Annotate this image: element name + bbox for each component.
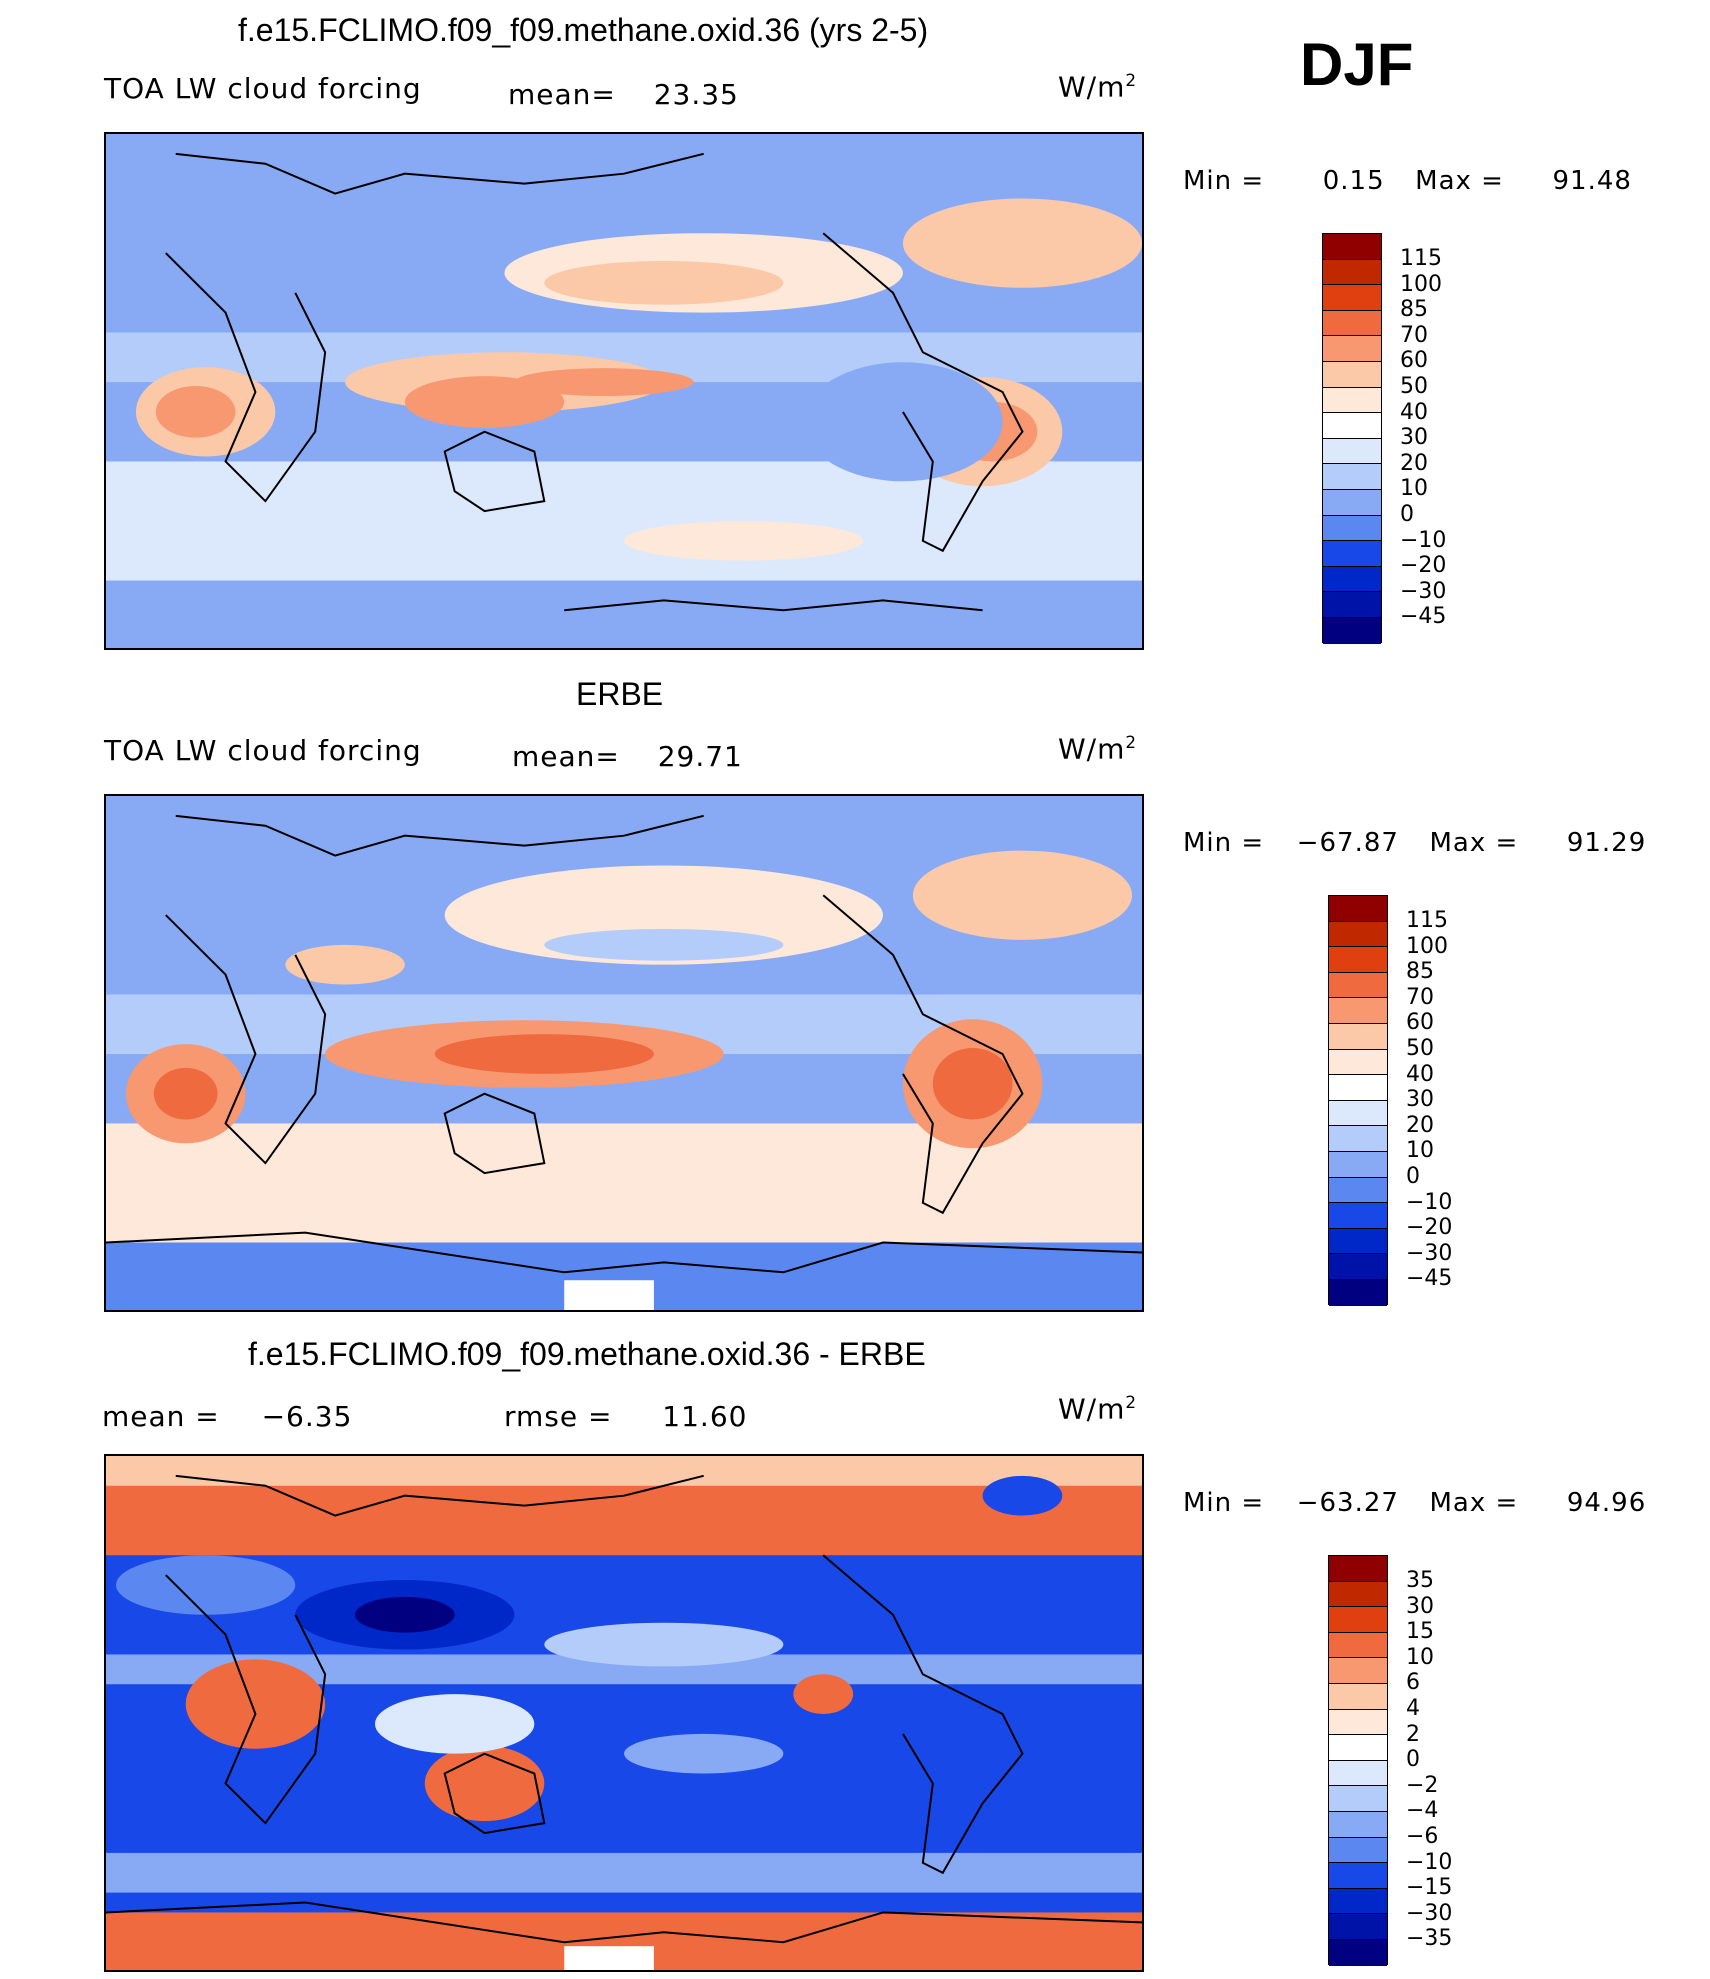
panel3-title: f.e15.FCLIMO.f09_f09.methane.oxid.36 - E… <box>248 1336 926 1372</box>
panel1-min-max: Min = 0.15 Max = 91.48 <box>1183 166 1632 196</box>
panel1-max-label: Max = <box>1415 166 1504 196</box>
panel3-min-max: Min = −63.27 Max = 94.96 <box>1183 1488 1646 1518</box>
panel2-min-value: −67.87 <box>1296 828 1399 858</box>
panel1-mean-label: mean= <box>508 78 616 111</box>
panel1-map <box>104 132 1144 650</box>
panel1-mean: mean= 23.35 <box>508 78 739 111</box>
panel3-max-label: Max = <box>1429 1488 1519 1518</box>
panel3-max-value: 94.96 <box>1566 1488 1647 1518</box>
panel2-min-max: Min = −67.87 Max = 91.29 <box>1183 828 1646 858</box>
panel2-map <box>104 794 1144 1312</box>
panel1-max-value: 91.48 <box>1552 166 1632 196</box>
panel3-rmse: rmse = 11.60 <box>504 1400 747 1433</box>
season-label: DJF <box>1300 31 1414 98</box>
panel3-mean-value: −6.35 <box>261 1400 353 1433</box>
panel3-min-label: Min = <box>1183 1488 1265 1518</box>
panel1-mean-value: 23.35 <box>653 78 739 111</box>
panel3-mean: mean = −6.35 <box>102 1400 352 1433</box>
panel3-mean-label: mean = <box>102 1400 220 1433</box>
panel3-min-value: −63.27 <box>1296 1488 1399 1518</box>
panel2-units: W/m2 <box>1058 732 1138 766</box>
panel3-rmse-label: rmse = <box>504 1400 613 1433</box>
panel1-colorbar <box>1322 233 1382 644</box>
panel2-variable-label: TOA LW cloud forcing <box>104 734 422 767</box>
panel1-units: W/m2 <box>1058 70 1138 104</box>
panel2-mean: mean= 29.71 <box>512 740 743 773</box>
panel1-min-label: Min = <box>1183 166 1265 196</box>
panel1-min-value: 0.15 <box>1322 166 1385 196</box>
panel1-variable-label: TOA LW cloud forcing <box>104 72 422 105</box>
panel3-colorbar <box>1328 1555 1388 1966</box>
panel3-rmse-value: 11.60 <box>662 1400 748 1433</box>
panel3-units: W/m2 <box>1058 1392 1138 1426</box>
panel1-title: f.e15.FCLIMO.f09_f09.methane.oxid.36 (yr… <box>238 12 929 48</box>
panel2-mean-label: mean= <box>512 740 620 773</box>
panel2-min-label: Min = <box>1183 828 1265 858</box>
panel2-max-label: Max = <box>1429 828 1519 858</box>
panel2-colorbar <box>1328 895 1388 1306</box>
panel2-max-value: 91.29 <box>1566 828 1647 858</box>
panel2-title: ERBE <box>576 676 664 712</box>
panel2-mean-value: 29.71 <box>657 740 743 773</box>
panel3-map <box>104 1454 1144 1972</box>
